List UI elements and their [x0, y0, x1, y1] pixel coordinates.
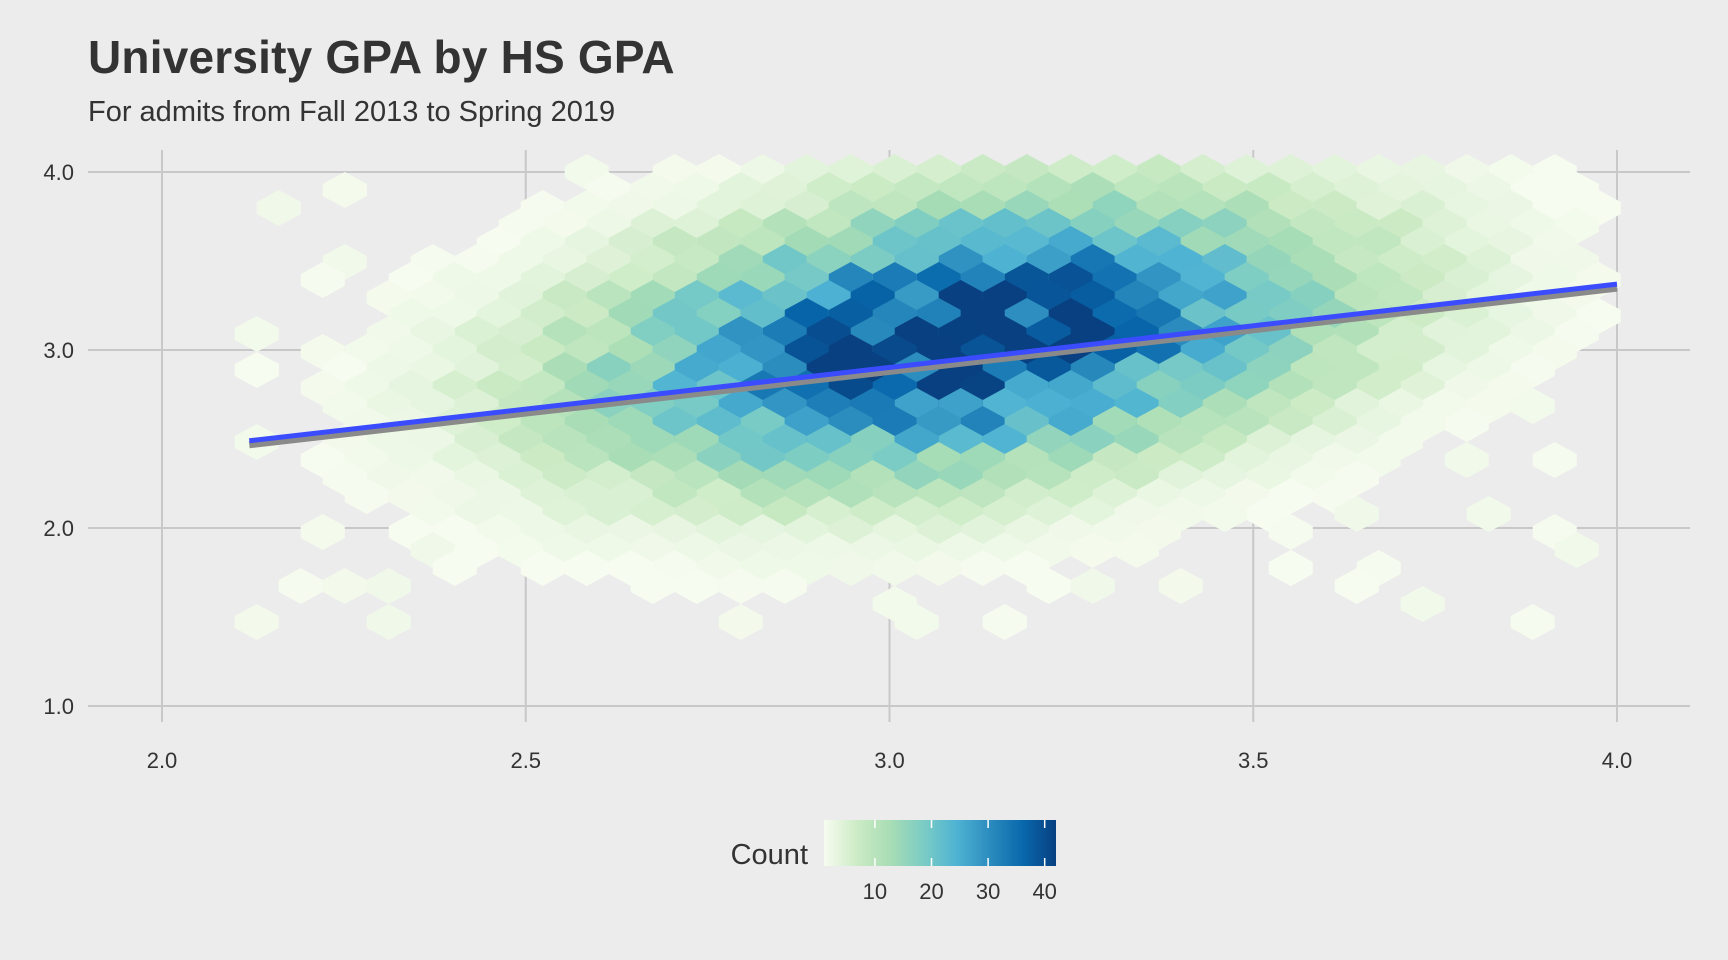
hex-cell	[916, 550, 961, 586]
legend-title: Count	[731, 839, 808, 871]
hex-cell	[1510, 604, 1555, 640]
x-tick-label: 3.5	[1238, 748, 1269, 773]
count-legend: Count 10 20 30 40	[731, 820, 1057, 904]
hex-cell	[674, 568, 719, 604]
hex-cell	[1466, 496, 1511, 532]
hex-cell	[630, 568, 675, 604]
hex-cell	[1070, 568, 1115, 604]
hex-cell	[1532, 442, 1577, 478]
y-tick-label: 3.0	[43, 338, 74, 363]
hex-cell	[1554, 532, 1599, 568]
hex-cell	[718, 604, 763, 640]
hex-cell	[1158, 568, 1203, 604]
hexbin-cells	[234, 154, 1621, 640]
legend-colorbar	[824, 820, 1056, 866]
hex-cell	[300, 262, 345, 298]
hex-cell	[1202, 496, 1247, 532]
hex-cell	[1510, 388, 1555, 424]
hex-cell	[828, 550, 873, 586]
hex-cell	[564, 550, 609, 586]
legend-tick-label: 30	[976, 879, 1000, 904]
hex-cell	[1114, 532, 1159, 568]
x-tick-label: 3.0	[874, 748, 905, 773]
legend-tick-label: 10	[863, 879, 887, 904]
hex-cell	[256, 190, 301, 226]
y-axis: 1.0 2.0 3.0 4.0	[43, 160, 74, 719]
hex-cell	[234, 316, 279, 352]
hex-cell	[1334, 496, 1379, 532]
hex-cell	[960, 550, 1005, 586]
y-tick-label: 1.0	[43, 694, 74, 719]
hex-cell	[1334, 568, 1379, 604]
hex-cell	[366, 604, 411, 640]
hex-cell	[1444, 442, 1489, 478]
x-tick-label: 2.0	[147, 748, 178, 773]
hex-cell	[520, 550, 565, 586]
hex-cell	[718, 568, 763, 604]
hex-cell	[1070, 532, 1115, 568]
x-tick-label: 2.5	[510, 748, 541, 773]
hex-cell	[366, 568, 411, 604]
hex-cell	[344, 478, 389, 514]
chart-title: University GPA by HS GPA	[88, 31, 675, 83]
hex-cell	[1444, 406, 1489, 442]
y-tick-label: 4.0	[43, 160, 74, 185]
hex-cell	[982, 604, 1027, 640]
hex-cell	[234, 604, 279, 640]
x-tick-label: 4.0	[1602, 748, 1633, 773]
hex-cell	[1268, 550, 1313, 586]
hex-cell	[234, 352, 279, 388]
hex-cell	[432, 550, 477, 586]
y-tick-label: 2.0	[43, 516, 74, 541]
hex-cell	[1400, 586, 1445, 622]
hex-cell	[762, 568, 807, 604]
regression-line	[249, 281, 1618, 444]
legend-tick-label: 40	[1032, 879, 1056, 904]
hex-cell	[1026, 568, 1071, 604]
hex-cell	[278, 568, 323, 604]
x-axis: 2.0 2.5 3.0 3.5 4.0	[147, 748, 1633, 773]
hex-cell	[322, 172, 367, 208]
hex-cell	[894, 604, 939, 640]
chart-subtitle: For admits from Fall 2013 to Spring 2019	[88, 96, 616, 128]
hex-cell	[322, 568, 367, 604]
hex-cell	[1268, 514, 1313, 550]
hex-cell	[300, 514, 345, 550]
trend-line	[248, 281, 1618, 449]
legend-tick-label: 20	[919, 879, 943, 904]
confidence-band	[248, 284, 1618, 449]
hex-cell	[872, 550, 917, 586]
